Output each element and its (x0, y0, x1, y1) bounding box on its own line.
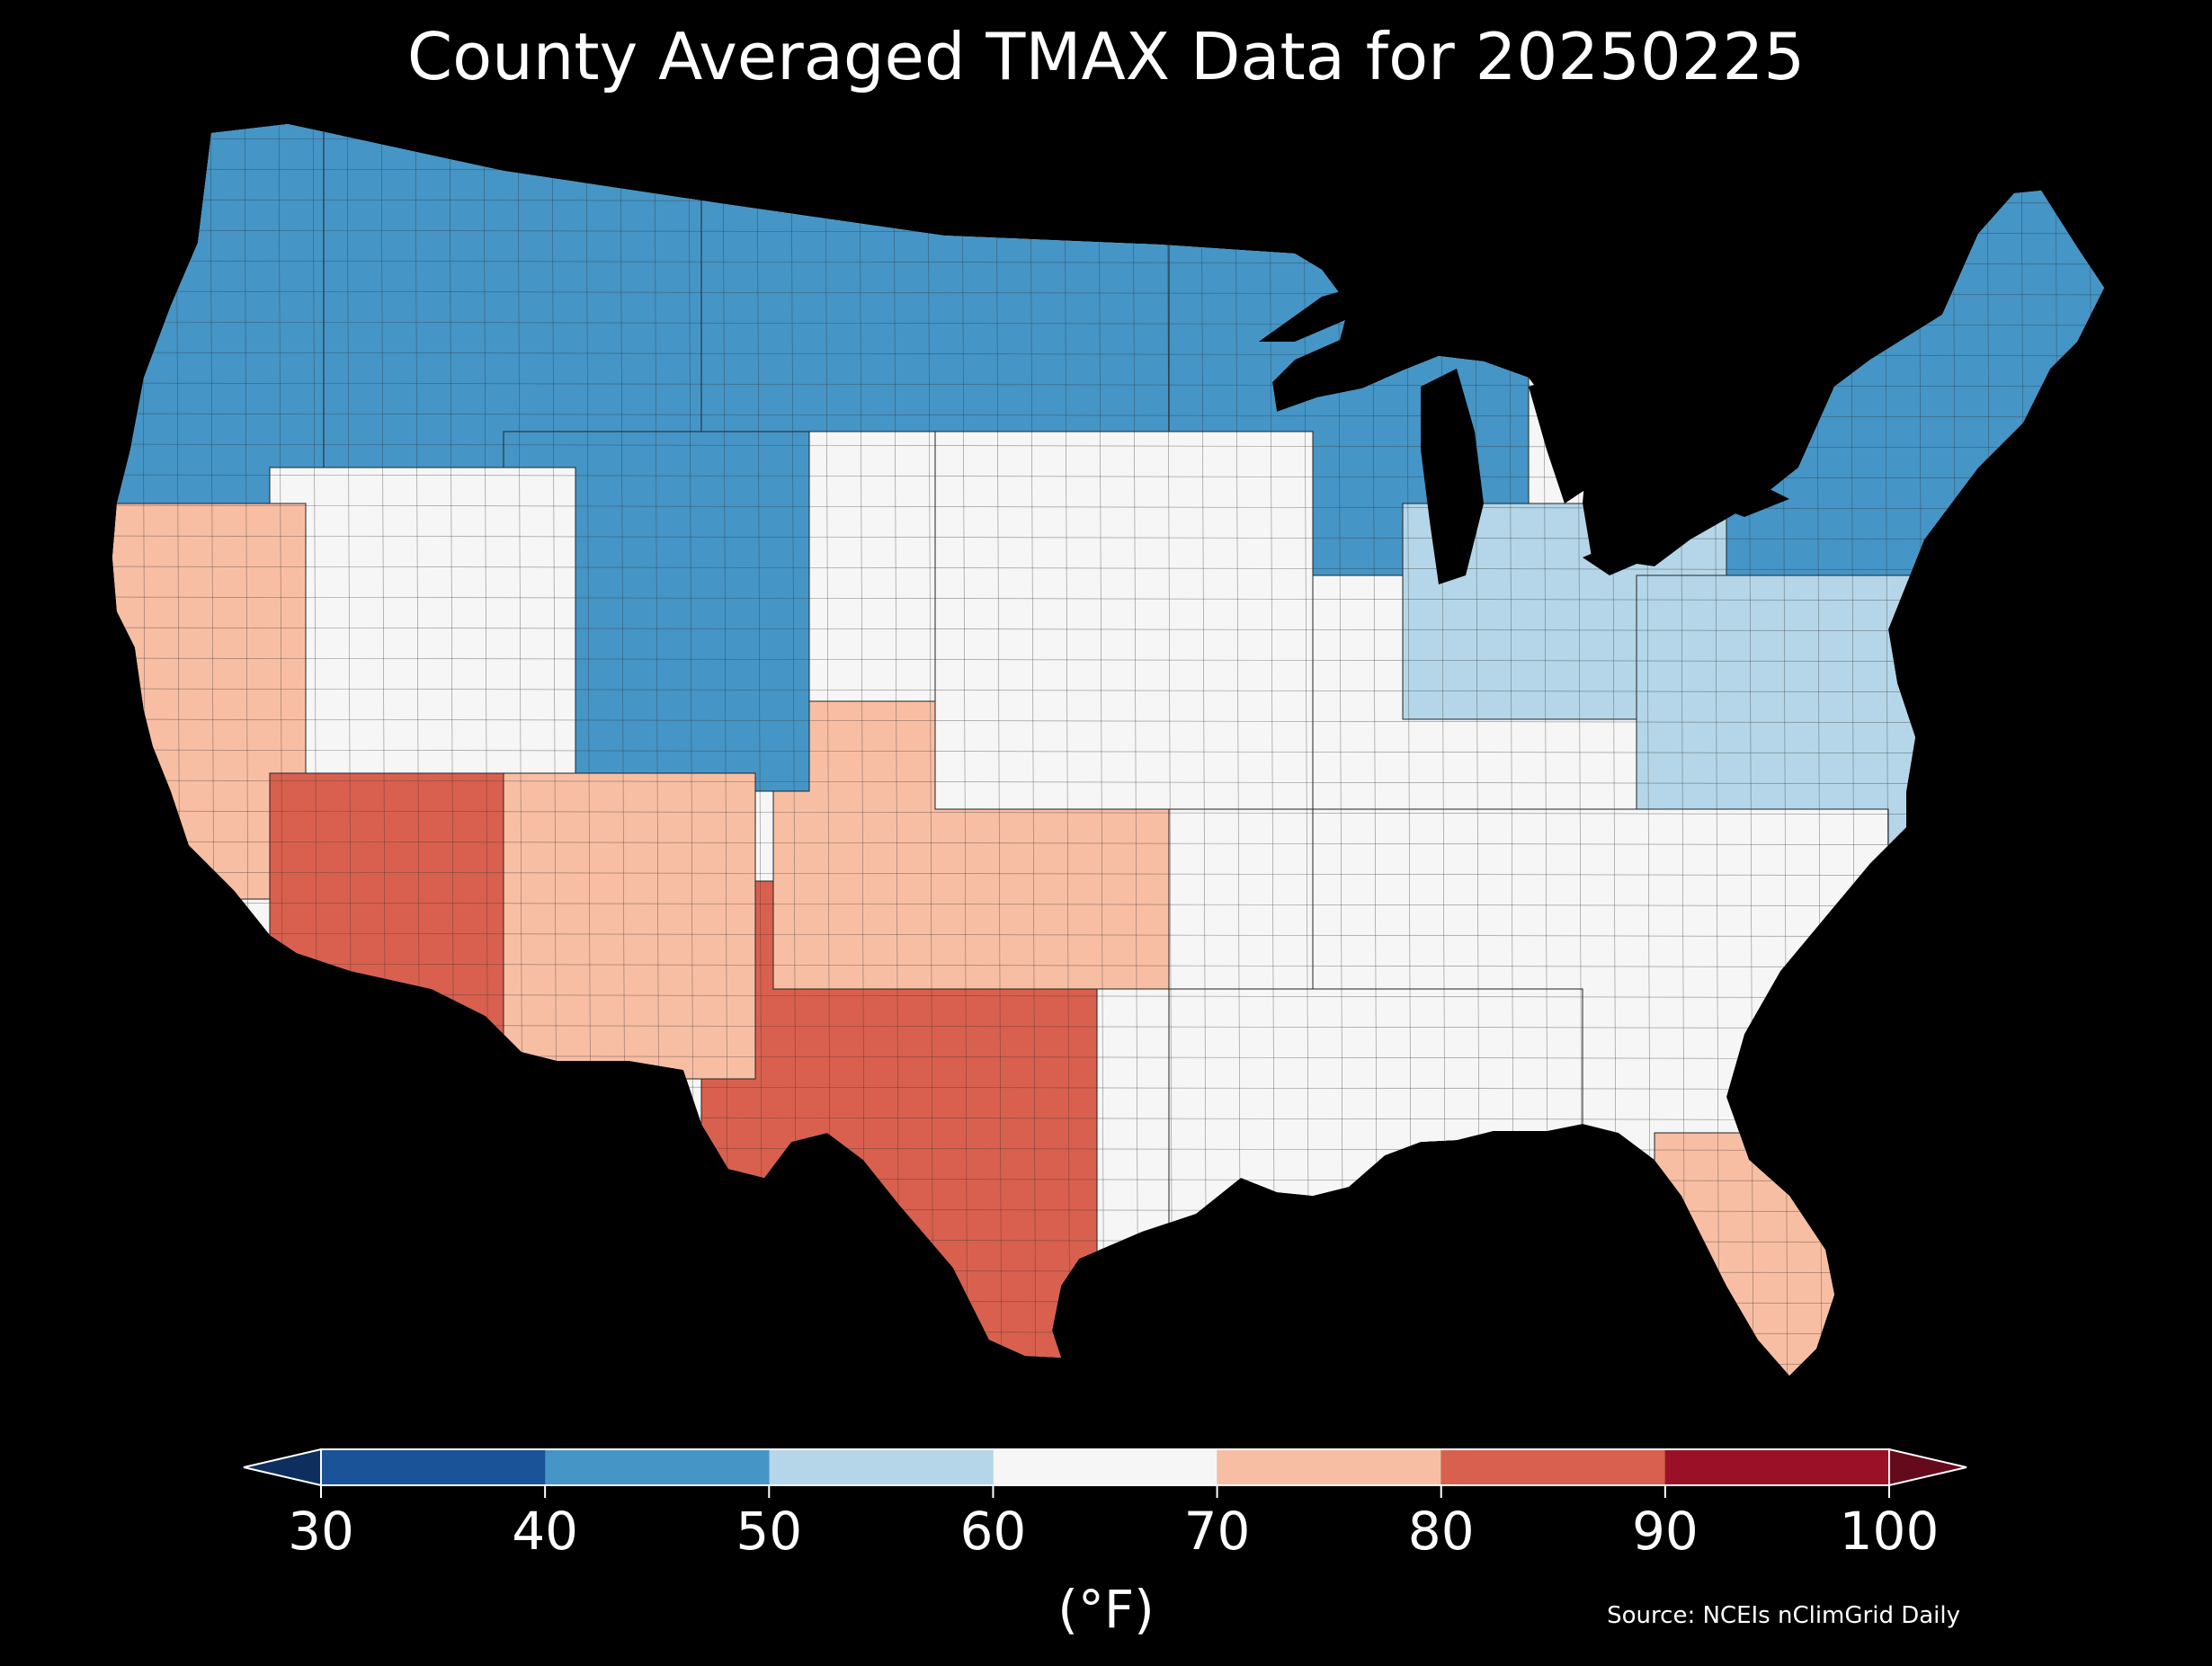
colorbar-tick-label: 50 (736, 1501, 803, 1562)
colorbar-outline (320, 1448, 1890, 1486)
colorbar-bin (1664, 1449, 1889, 1485)
colorbar-tick-label: 100 (1839, 1501, 1940, 1562)
colorbar-bin (993, 1449, 1217, 1485)
colorbar-bin (1440, 1449, 1665, 1485)
county-line (112, 841, 2104, 846)
county-line (112, 657, 2104, 663)
lake-erie (1583, 521, 1690, 575)
colorbar-unit-label: (°F) (1057, 1579, 1155, 1640)
region-central-plains (934, 431, 1314, 810)
source-label: Source: NCEIs nClimGrid Daily (1607, 1602, 1960, 1629)
county-line (112, 535, 2104, 540)
county-line (995, 124, 1003, 1376)
county-line (1166, 124, 1173, 1376)
colorbar-tick-label: 70 (1183, 1501, 1251, 1562)
map-title: County Averaged TMAX Data for 20250225 (406, 19, 1806, 94)
county-line (961, 124, 968, 1376)
colorbar-bin (321, 1449, 546, 1485)
county-line (1030, 124, 1037, 1376)
county-line (1098, 124, 1105, 1376)
lake-superior (1259, 279, 1385, 342)
county-line (112, 596, 2104, 601)
colorbar-tick-label: 40 (512, 1501, 579, 1562)
colorbar-tick-label: 60 (959, 1501, 1027, 1562)
county-line (112, 810, 2104, 815)
county-line (112, 443, 2104, 449)
colorbar-under-extend (243, 1448, 322, 1487)
lake-michigan (1421, 369, 1484, 584)
colorbar-tick-label: 80 (1407, 1501, 1475, 1562)
county-line (112, 871, 2104, 877)
colorbar-tick-label: 90 (1631, 1501, 1699, 1562)
county-line (112, 780, 2104, 785)
county-line (112, 566, 2104, 571)
county-line (1064, 124, 1071, 1376)
county-line (112, 718, 2104, 724)
county-line (112, 749, 2104, 754)
colorbar-bin (545, 1449, 770, 1485)
county-line (112, 688, 2104, 693)
lake-ontario (1708, 486, 1789, 517)
colorbar-bin (1217, 1449, 1441, 1485)
county-line (112, 504, 2104, 510)
lake-huron (1529, 369, 1610, 503)
county-line (927, 124, 934, 1376)
colorbar-tick-label: 30 (288, 1501, 354, 1562)
county-line (1132, 124, 1139, 1376)
colorbar-over-extend (1888, 1448, 1967, 1487)
county-line (112, 627, 2104, 632)
county-line (112, 474, 2104, 479)
colorbar-bin (769, 1449, 994, 1485)
county-line (112, 902, 2104, 907)
